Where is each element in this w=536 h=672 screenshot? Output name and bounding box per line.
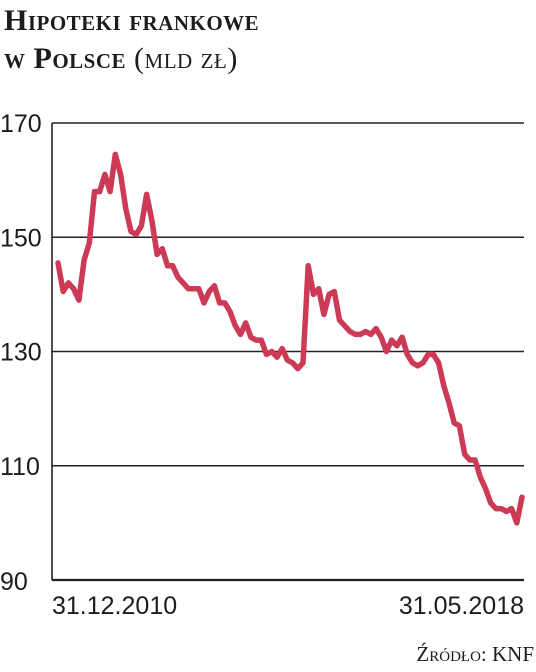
chart-title-line1: Hipoteki frankowe	[4, 4, 260, 37]
chart-title: Hipoteki frankowe w Polsce (mld zł)	[4, 2, 259, 78]
series-layer	[55, 151, 525, 526]
y-tick-label-150: 150	[0, 224, 42, 252]
x-tick-label-start: 31.12.2010	[52, 592, 177, 620]
chart-title-line2: w Polsce	[4, 42, 127, 75]
y-tick-label-130: 130	[0, 339, 42, 367]
series-line-0	[55, 151, 525, 526]
y-tick-label-90: 90	[0, 568, 28, 596]
label-layer: 170 150 130 110 90 31.12.2010 31.05.2018	[0, 110, 524, 620]
y-tick-label-110: 110	[0, 453, 40, 481]
grid-layer	[52, 122, 524, 467]
y-tick-label-170: 170	[0, 110, 42, 138]
source-note: Źródło: KNF	[416, 642, 534, 666]
x-tick-label-end: 31.05.2018	[399, 592, 524, 620]
axis-layer	[51, 123, 524, 582]
chart-title-unit: (mld zł)	[134, 42, 238, 75]
